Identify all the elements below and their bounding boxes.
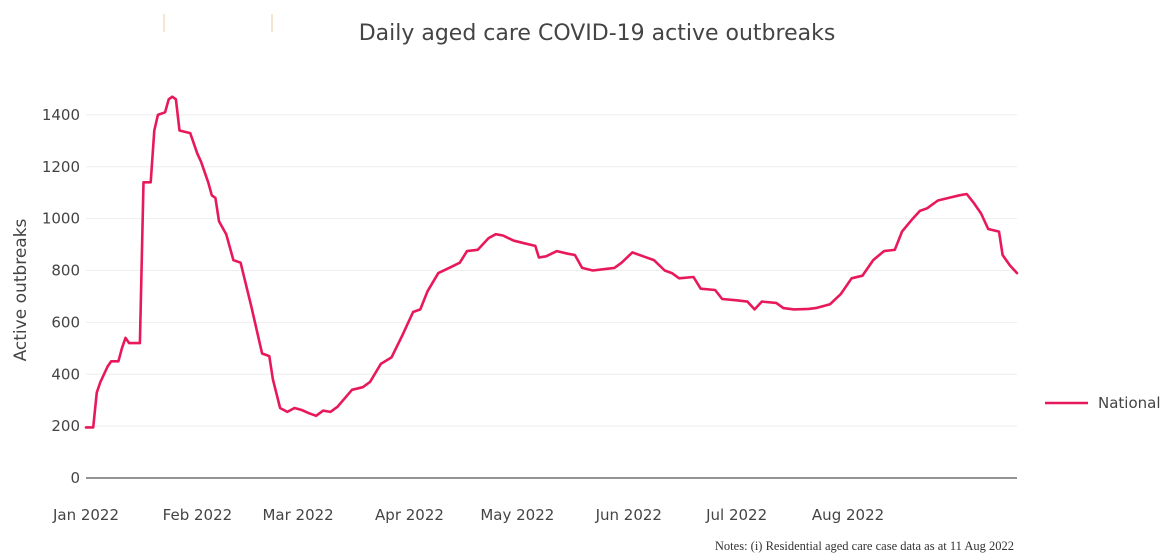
y-tick-label: 800 — [51, 262, 80, 280]
series-line-national[interactable] — [84, 95, 1019, 429]
y-tick-label: 1000 — [42, 210, 80, 228]
x-tick-label: Jan 2022 — [52, 506, 119, 524]
y-axis-ticks: 0 200 400 600 800 1000 1200 1400 — [42, 106, 80, 487]
y-tick-label: 200 — [51, 417, 80, 435]
chart-notes: Notes: (i) Residential aged care case da… — [715, 539, 1014, 553]
x-tick-label: Aug 2022 — [812, 506, 884, 524]
gridlines — [86, 114, 1017, 479]
x-axis-ticks: Jan 2022 Feb 2022 Mar 2022 Apr 2022 May 2022… — [52, 506, 884, 524]
x-tick-label: Apr 2022 — [375, 506, 444, 524]
chart-title: Daily aged care COVID-19 active outbreak… — [359, 21, 836, 46]
y-tick-label: 1400 — [42, 106, 80, 124]
x-tick-label: Mar 2022 — [262, 506, 333, 524]
legend[interactable]: National — [1045, 394, 1161, 412]
x-tick-label: Jul 2022 — [705, 506, 767, 524]
x-tick-label: May 2022 — [480, 506, 554, 524]
series-group — [84, 95, 1019, 429]
x-tick-label: Feb 2022 — [163, 506, 233, 524]
y-tick-label: 600 — [51, 313, 80, 331]
legend-label-national: National — [1098, 394, 1161, 412]
x-tick-label: Jun 2022 — [595, 506, 662, 524]
y-tick-label: 400 — [51, 365, 80, 383]
y-tick-label: 0 — [70, 469, 80, 487]
y-tick-label: 1200 — [42, 158, 80, 176]
y-axis-label: Active outbreaks — [11, 218, 31, 361]
